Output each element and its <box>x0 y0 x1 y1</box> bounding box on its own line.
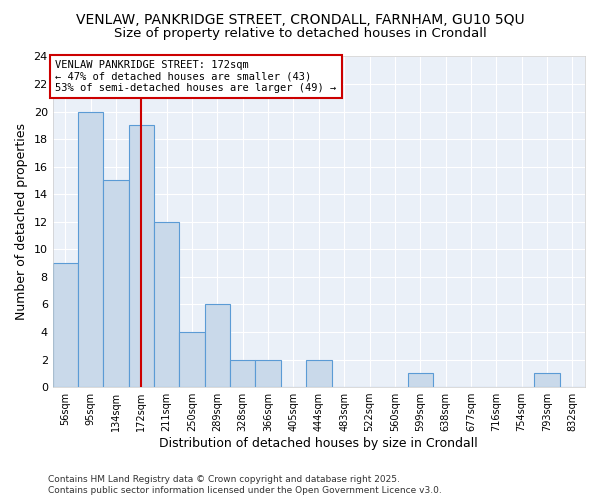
Text: VENLAW, PANKRIDGE STREET, CRONDALL, FARNHAM, GU10 5QU: VENLAW, PANKRIDGE STREET, CRONDALL, FARN… <box>76 12 524 26</box>
Bar <box>256 360 281 387</box>
Bar <box>535 374 560 387</box>
Bar <box>407 374 433 387</box>
Bar <box>306 360 332 387</box>
Bar <box>205 304 230 387</box>
Bar <box>154 222 179 387</box>
Bar <box>78 112 103 387</box>
Text: VENLAW PANKRIDGE STREET: 172sqm
← 47% of detached houses are smaller (43)
53% of: VENLAW PANKRIDGE STREET: 172sqm ← 47% of… <box>55 60 337 93</box>
Y-axis label: Number of detached properties: Number of detached properties <box>15 124 28 320</box>
Bar <box>179 332 205 387</box>
Bar <box>53 263 78 387</box>
Bar <box>103 180 129 387</box>
X-axis label: Distribution of detached houses by size in Crondall: Distribution of detached houses by size … <box>160 437 478 450</box>
Text: Size of property relative to detached houses in Crondall: Size of property relative to detached ho… <box>113 28 487 40</box>
Text: Contains public sector information licensed under the Open Government Licence v3: Contains public sector information licen… <box>48 486 442 495</box>
Bar <box>230 360 256 387</box>
Bar <box>129 126 154 387</box>
Text: Contains HM Land Registry data © Crown copyright and database right 2025.: Contains HM Land Registry data © Crown c… <box>48 475 400 484</box>
